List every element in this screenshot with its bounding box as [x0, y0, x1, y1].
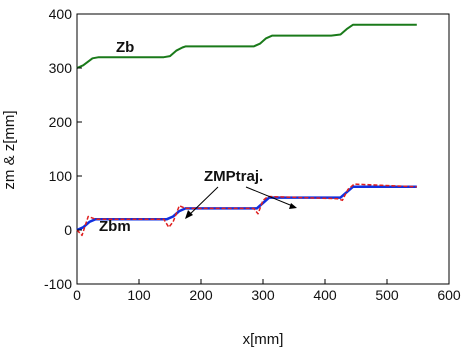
annotation-zmp-traj: ZMPtraj.	[204, 168, 263, 185]
series-line-zb	[76, 23, 417, 69]
x-tick-label: 500	[375, 287, 399, 303]
x-tick-label: 300	[251, 287, 275, 303]
x-tick-label: 400	[313, 287, 337, 303]
plot-area	[76, 13, 450, 285]
series-line-zmp-traj	[76, 183, 417, 237]
y-axis-label: zm & z[mm]	[1, 110, 18, 189]
x-axis-label: x[mm]	[243, 331, 284, 348]
y-tick-label: 200	[49, 114, 73, 130]
annotation-arrow-right	[245, 186, 296, 208]
y-tick-label: -100	[44, 276, 72, 292]
x-tick-label: 100	[127, 287, 151, 303]
x-tick-label: 0	[73, 287, 81, 303]
y-tick-label: 100	[49, 168, 73, 184]
y-tick-label: 400	[49, 6, 73, 22]
annotation-arrowhead-right	[289, 203, 297, 209]
series-layer	[76, 23, 417, 237]
annotation-arrowhead-left	[185, 210, 193, 219]
annotation-zbm: Zbm	[99, 218, 131, 235]
y-tick-label: 300	[49, 60, 73, 76]
x-tick-label: 600	[437, 287, 461, 303]
series-line-zbm	[76, 185, 417, 232]
annotation-arrow-left	[185, 186, 219, 219]
x-tick-label: 200	[189, 287, 213, 303]
y-tick-label: 0	[64, 222, 72, 238]
annotation-zb: Zb	[116, 39, 134, 56]
